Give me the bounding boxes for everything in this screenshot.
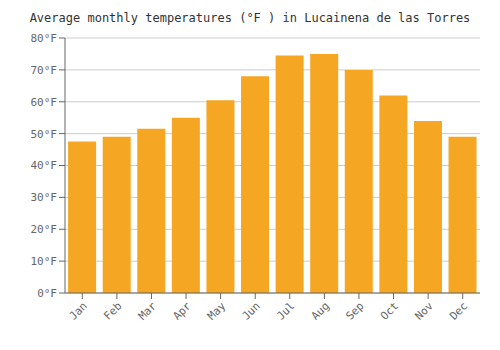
svg-text:Nov: Nov — [413, 299, 437, 323]
svg-text:10°F: 10°F — [31, 255, 58, 268]
svg-text:May: May — [205, 299, 229, 323]
svg-text:0°F: 0°F — [37, 287, 57, 300]
svg-text:Mar: Mar — [136, 299, 160, 323]
svg-text:30°F: 30°F — [31, 191, 58, 204]
html-text:Average monthly temperatures (: Average monthly temperatures (°F ) in Lu… — [29, 11, 471, 25]
svg-text:40°F: 40°F — [31, 159, 58, 172]
svg-text:Jun: Jun — [240, 299, 263, 322]
svg-text:Jul: Jul — [274, 299, 297, 322]
svg-text:50°F: 50°F — [31, 128, 58, 141]
svg-text:60°F: 60°F — [31, 96, 58, 109]
svg-text:80°F: 80°F — [31, 32, 58, 45]
svg-text:20°F: 20°F — [31, 223, 58, 236]
svg-text:Sep: Sep — [343, 299, 366, 322]
svg-text:Dec: Dec — [447, 299, 470, 322]
svg-text:Jan: Jan — [67, 299, 90, 322]
svg-text:Aug: Aug — [309, 299, 332, 322]
svg-text:70°F: 70°F — [31, 64, 58, 77]
svg-text:Feb: Feb — [101, 299, 124, 322]
svg-text:Apr: Apr — [170, 299, 194, 323]
svg-text:Oct: Oct — [378, 299, 401, 322]
